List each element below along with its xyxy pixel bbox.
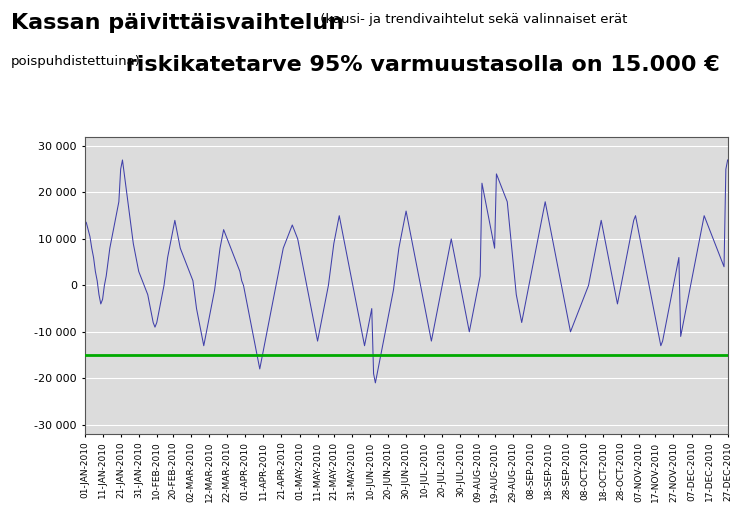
Text: poispuhdistettuina): poispuhdistettuina) xyxy=(11,55,141,68)
Text: (kausi- ja trendivaihtelut sekä valinnaiset erät: (kausi- ja trendivaihtelut sekä valinnai… xyxy=(316,13,628,26)
Text: riskikatetarve 95% varmuustasolla on 15.000 €: riskikatetarve 95% varmuustasolla on 15.… xyxy=(118,55,720,75)
Text: Kassan päivittäisvaihtelun: Kassan päivittäisvaihtelun xyxy=(11,13,344,33)
